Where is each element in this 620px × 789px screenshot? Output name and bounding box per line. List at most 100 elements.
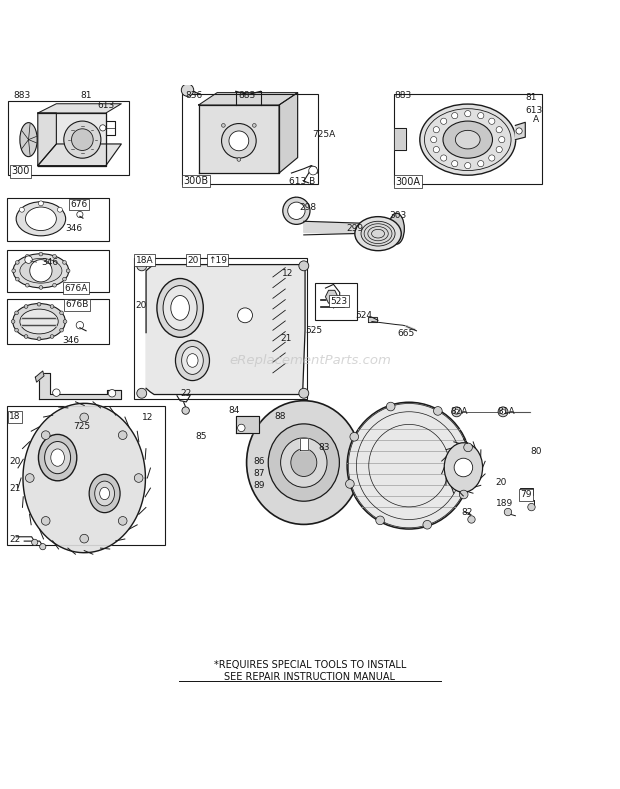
Circle shape (252, 124, 256, 127)
Text: 20: 20 (187, 256, 199, 265)
Text: 21: 21 (9, 484, 20, 493)
Text: ↑19: ↑19 (208, 256, 227, 265)
Polygon shape (146, 264, 305, 394)
Ellipse shape (445, 443, 482, 492)
Text: 613: 613 (525, 106, 542, 115)
Circle shape (19, 208, 24, 212)
Circle shape (39, 252, 43, 256)
Ellipse shape (95, 481, 115, 506)
Circle shape (135, 473, 143, 482)
Ellipse shape (20, 259, 62, 283)
Circle shape (237, 424, 245, 432)
Bar (182, 95, 318, 184)
Ellipse shape (182, 346, 203, 375)
Text: *REQUIRES SPECIAL TOOLS TO INSTALL: *REQUIRES SPECIAL TOOLS TO INSTALL (214, 660, 406, 671)
Polygon shape (198, 105, 279, 173)
Text: 80: 80 (531, 447, 542, 456)
Polygon shape (326, 290, 338, 303)
Circle shape (423, 521, 432, 529)
Circle shape (50, 305, 54, 308)
Circle shape (42, 431, 50, 439)
Circle shape (221, 124, 225, 127)
Text: 82A: 82A (450, 407, 468, 417)
Circle shape (467, 516, 475, 523)
Circle shape (50, 335, 54, 338)
Circle shape (53, 255, 56, 258)
Ellipse shape (163, 286, 197, 330)
Circle shape (498, 136, 505, 143)
Circle shape (118, 431, 127, 439)
Circle shape (451, 407, 461, 417)
Circle shape (53, 389, 60, 396)
Ellipse shape (45, 442, 71, 473)
Circle shape (477, 160, 484, 166)
Ellipse shape (100, 488, 110, 499)
Circle shape (118, 517, 127, 525)
Polygon shape (38, 103, 122, 113)
Bar (7, 250, 109, 292)
Circle shape (454, 458, 472, 477)
Text: 12: 12 (142, 413, 153, 422)
Circle shape (16, 277, 19, 281)
Text: 300B: 300B (184, 176, 209, 186)
Circle shape (345, 480, 354, 488)
Circle shape (181, 84, 193, 96)
Text: 298: 298 (299, 203, 317, 211)
Circle shape (25, 283, 29, 287)
Circle shape (16, 260, 19, 264)
Text: 22: 22 (180, 389, 192, 398)
Text: 346: 346 (63, 335, 80, 345)
Text: 86: 86 (253, 457, 265, 466)
Circle shape (516, 128, 522, 134)
Bar (8, 101, 129, 175)
Circle shape (500, 409, 505, 414)
Text: 12: 12 (282, 269, 293, 278)
Ellipse shape (268, 424, 339, 501)
Circle shape (221, 124, 256, 158)
Polygon shape (236, 416, 259, 433)
Polygon shape (279, 92, 298, 173)
Circle shape (58, 208, 63, 212)
Circle shape (42, 517, 50, 525)
Circle shape (489, 118, 495, 125)
Ellipse shape (38, 435, 77, 481)
Circle shape (283, 197, 310, 224)
Ellipse shape (361, 221, 395, 246)
Ellipse shape (171, 296, 189, 320)
Circle shape (454, 409, 459, 414)
Text: 725: 725 (74, 421, 91, 431)
Circle shape (489, 155, 495, 161)
Circle shape (60, 311, 63, 315)
Circle shape (441, 118, 447, 125)
Ellipse shape (291, 449, 317, 477)
Circle shape (25, 256, 32, 264)
Text: 303: 303 (389, 211, 407, 219)
Text: 81: 81 (80, 91, 91, 99)
Bar (315, 283, 357, 320)
Ellipse shape (355, 217, 401, 251)
Text: 18A: 18A (136, 256, 153, 265)
Polygon shape (39, 373, 122, 399)
Circle shape (66, 269, 70, 273)
Ellipse shape (443, 121, 492, 158)
Text: 676: 676 (70, 200, 87, 209)
Ellipse shape (25, 207, 56, 230)
Circle shape (137, 388, 147, 398)
Ellipse shape (13, 254, 69, 288)
Ellipse shape (16, 202, 66, 236)
Circle shape (15, 311, 19, 315)
Circle shape (504, 508, 511, 516)
Text: 83: 83 (318, 443, 330, 452)
Ellipse shape (347, 402, 471, 529)
Circle shape (63, 277, 66, 281)
Circle shape (496, 147, 502, 152)
Text: 18: 18 (9, 413, 21, 421)
Polygon shape (35, 371, 44, 382)
Text: SEE REPAIR INSTRUCTION MANUAL: SEE REPAIR INSTRUCTION MANUAL (224, 671, 396, 682)
Ellipse shape (455, 130, 480, 149)
Ellipse shape (157, 279, 203, 337)
Circle shape (237, 308, 252, 323)
Text: 20: 20 (9, 457, 20, 466)
Text: 189: 189 (495, 499, 513, 508)
Text: 665: 665 (397, 329, 415, 338)
